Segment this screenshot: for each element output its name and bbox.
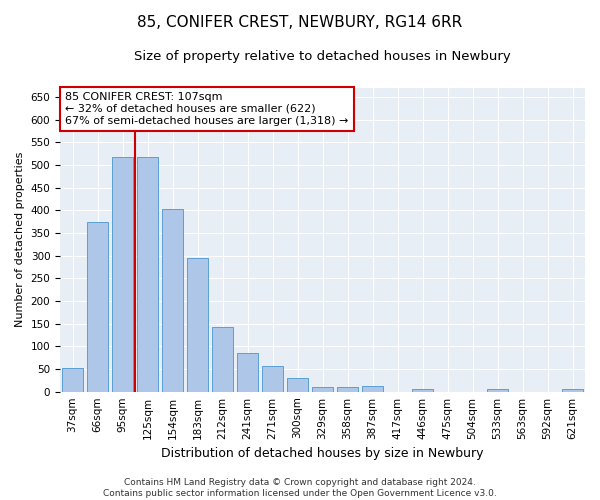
Text: Contains HM Land Registry data © Crown copyright and database right 2024.
Contai: Contains HM Land Registry data © Crown c…	[103, 478, 497, 498]
Bar	[312, 386, 333, 392]
Text: 85 CONIFER CREST: 107sqm
← 32% of detached houses are smaller (622)
67% of semi-: 85 CONIFER CREST: 107sqm ← 32% of detach…	[65, 92, 349, 126]
Bar	[62, 368, 83, 392]
Bar	[412, 390, 433, 392]
Y-axis label: Number of detached properties: Number of detached properties	[15, 152, 25, 328]
Bar	[187, 258, 208, 392]
Bar	[287, 378, 308, 392]
Bar	[487, 390, 508, 392]
Bar	[87, 222, 108, 392]
Bar	[162, 210, 183, 392]
Bar	[362, 386, 383, 392]
X-axis label: Distribution of detached houses by size in Newbury: Distribution of detached houses by size …	[161, 447, 484, 460]
Bar	[212, 328, 233, 392]
Bar	[562, 390, 583, 392]
Bar	[237, 353, 258, 392]
Bar	[262, 366, 283, 392]
Bar	[137, 156, 158, 392]
Title: Size of property relative to detached houses in Newbury: Size of property relative to detached ho…	[134, 50, 511, 63]
Bar	[337, 386, 358, 392]
Text: 85, CONIFER CREST, NEWBURY, RG14 6RR: 85, CONIFER CREST, NEWBURY, RG14 6RR	[137, 15, 463, 30]
Bar	[112, 156, 133, 392]
